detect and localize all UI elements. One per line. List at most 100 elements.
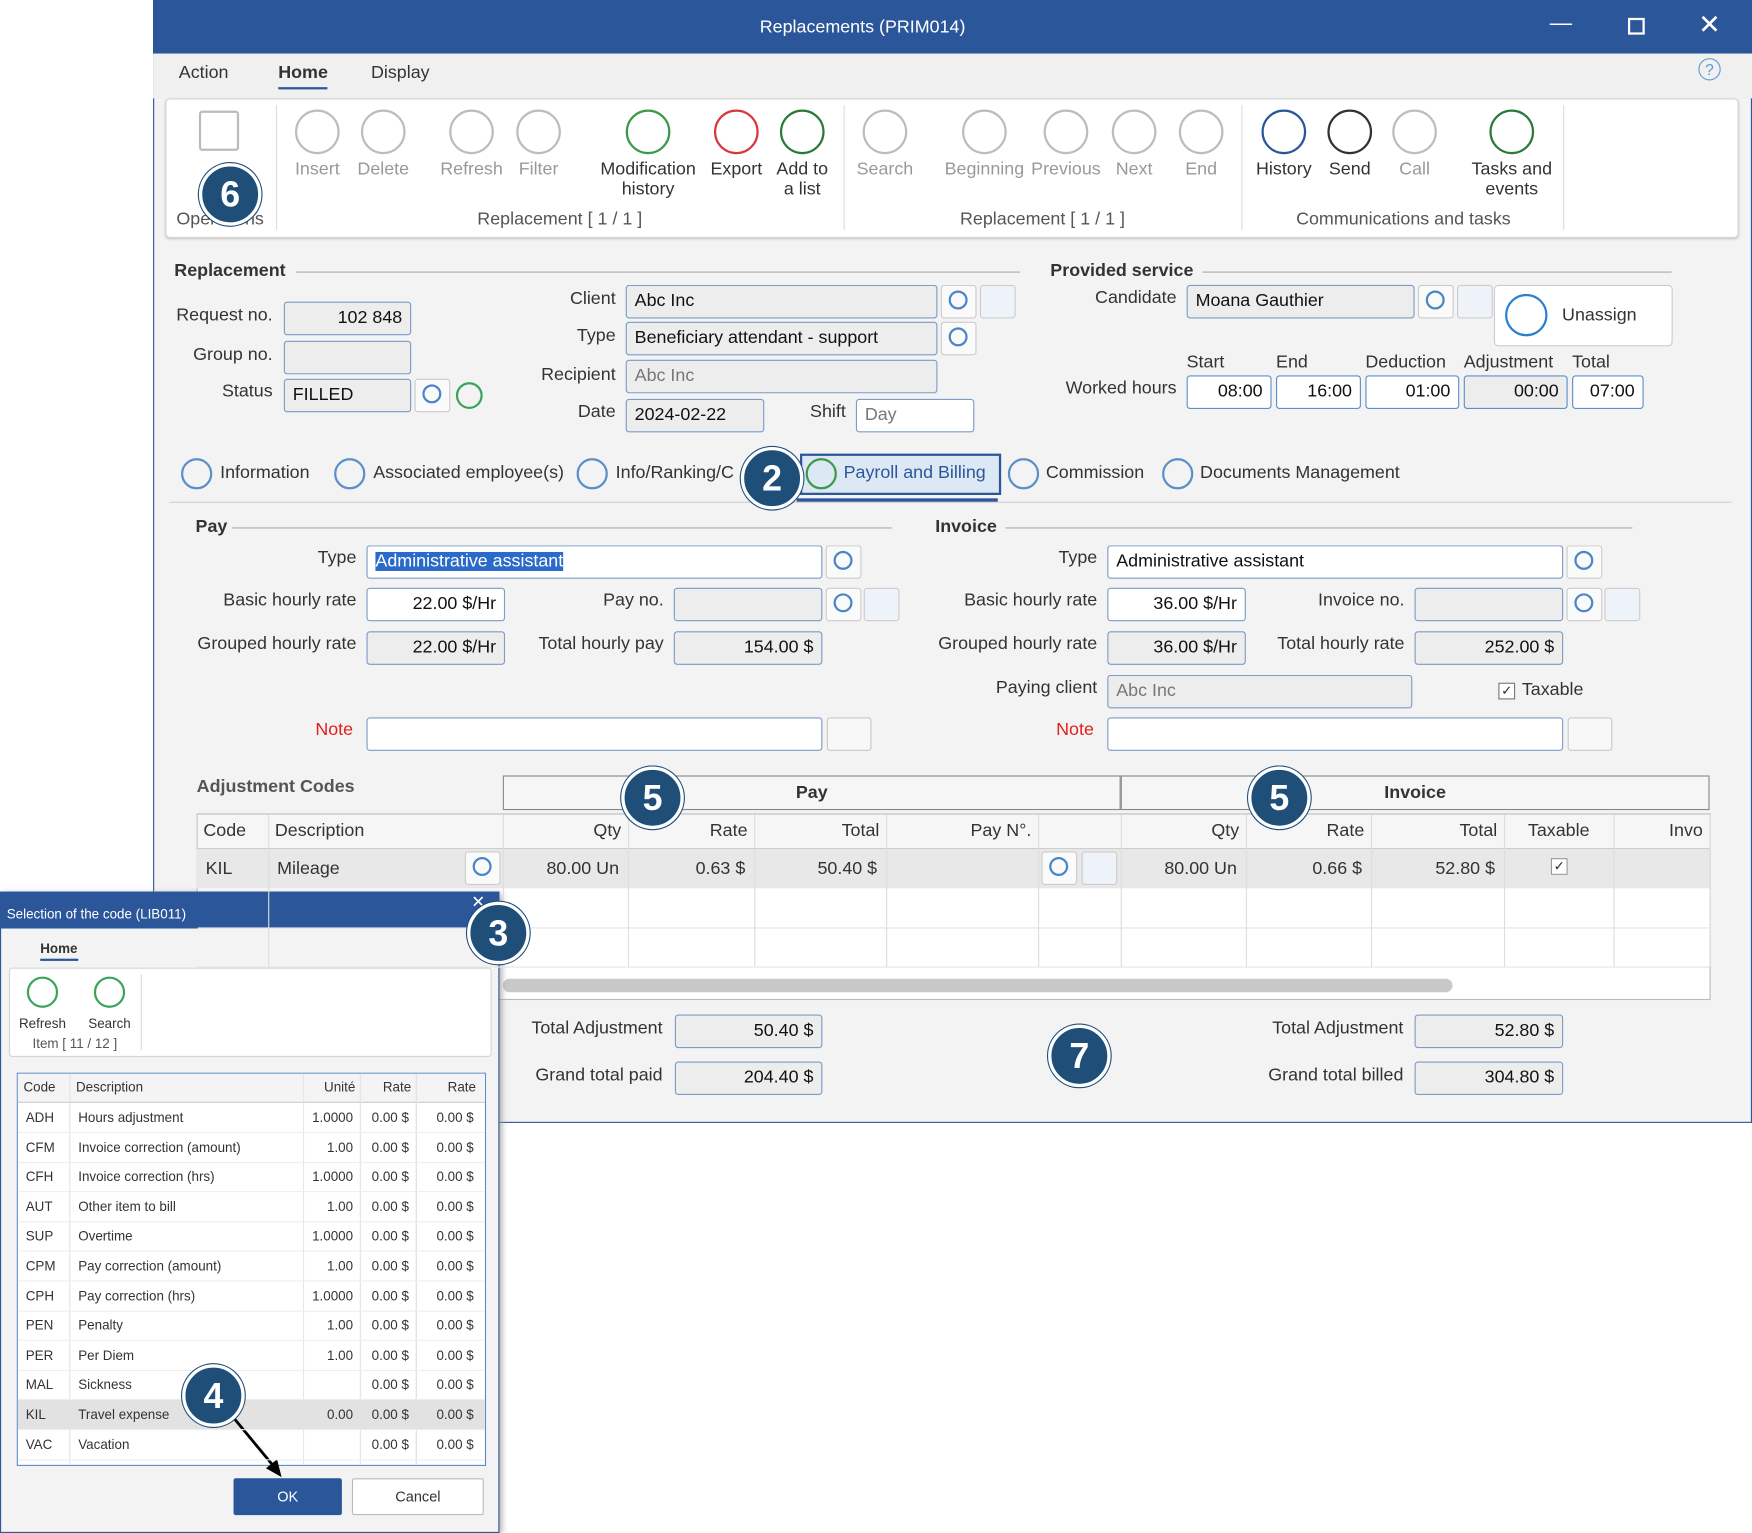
- grand-total-paid[interactable]: 204.40 $: [674, 1061, 823, 1096]
- tab[interactable]: Payroll and Billing: [843, 463, 986, 483]
- date[interactable]: 2024-02-22: [625, 398, 765, 433]
- shift[interactable]: Day: [855, 398, 975, 433]
- ribbon-button[interactable]: Next: [1115, 159, 1153, 179]
- card-button[interactable]: [863, 587, 900, 622]
- lookup-icon: [422, 384, 442, 404]
- status[interactable]: FILLED: [283, 378, 412, 413]
- worked-hours[interactable]: 01:00: [1365, 375, 1460, 409]
- card-button[interactable]: [1081, 851, 1118, 885]
- grid-column-header: Code: [203, 821, 247, 841]
- label: Grouped hourly rate: [938, 634, 1098, 654]
- tab[interactable]: Info/Ranking/C: [615, 463, 734, 483]
- ribbon-button[interactable]: Tasks and events: [1471, 159, 1553, 199]
- worked-hours[interactable]: 00:00: [1463, 375, 1568, 409]
- pay-basic-rate[interactable]: 22.00 $/Hr: [366, 587, 506, 622]
- label: Invoice no.: [1318, 591, 1405, 611]
- card-button[interactable]: [1457, 284, 1493, 319]
- dialog-cell: 0.00 $: [371, 1258, 409, 1274]
- ribbon-button[interactable]: Export: [710, 159, 763, 179]
- worked-hours[interactable]: 07:00: [1572, 375, 1644, 409]
- menu-item[interactable]: Home: [278, 63, 328, 83]
- pay-no[interactable]: [673, 587, 823, 622]
- worked-hours[interactable]: 08:00: [1186, 375, 1272, 409]
- cancel-button[interactable]: Cancel: [351, 1478, 484, 1516]
- tab[interactable]: Documents Management: [1200, 463, 1400, 483]
- edit-button[interactable]: [826, 717, 872, 751]
- tab[interactable]: Information: [220, 463, 310, 483]
- ribbon-separator: [1563, 105, 1565, 231]
- tab[interactable]: Commission: [1045, 463, 1145, 483]
- close[interactable]: ✕: [1698, 10, 1721, 41]
- dialog-cell: 1.0000: [312, 1109, 354, 1126]
- invoice-no[interactable]: [1414, 587, 1564, 622]
- paying-client[interactable]: Abc Inc: [1107, 674, 1413, 709]
- recipient[interactable]: Abc Inc: [625, 359, 938, 394]
- candidate[interactable]: Moana Gauthier: [1186, 284, 1415, 319]
- dialog-selected-row: [17, 1398, 485, 1430]
- label: Worked hours: [1065, 378, 1177, 398]
- menu-item[interactable]: Display: [370, 63, 430, 83]
- dialog-cell: 0.00 $: [371, 1406, 409, 1423]
- grid-cell: 52.80 $: [1435, 859, 1496, 879]
- pay-total[interactable]: 154.00 $: [673, 631, 823, 665]
- dialog-ribbon-button[interactable]: Refresh: [18, 1015, 66, 1032]
- type[interactable]: Beneficiary attendant - support: [625, 321, 938, 356]
- minimize[interactable]: —: [1549, 11, 1573, 36]
- invoice-note[interactable]: [1107, 717, 1564, 751]
- dialog-column-header: Description: [75, 1079, 144, 1096]
- tab[interactable]: Associated employee(s): [373, 463, 564, 483]
- pay-note[interactable]: [366, 717, 823, 751]
- label: Recipient: [541, 365, 616, 385]
- grand-total-billed[interactable]: 304.80 $: [1414, 1061, 1564, 1096]
- tab-divider: [169, 501, 1732, 503]
- dialog-row-line: [17, 1131, 485, 1133]
- ribbon-button[interactable]: Modification history: [600, 159, 696, 199]
- group-no[interactable]: [283, 340, 412, 375]
- invoice-basic-rate[interactable]: 36.00 $/Hr: [1107, 587, 1246, 622]
- card-button[interactable]: [979, 284, 1016, 319]
- maximize[interactable]: [1627, 17, 1645, 35]
- dialog-cell: 1.00: [326, 1347, 354, 1363]
- pay-type[interactable]: Administrative assistant: [366, 545, 823, 579]
- pay-grouped-rate[interactable]: 22.00 $/Hr: [366, 631, 506, 665]
- menu-item[interactable]: Action: [178, 63, 229, 83]
- ribbon-button[interactable]: Call: [1399, 159, 1430, 179]
- ribbon-button[interactable]: Add to a list: [776, 159, 829, 199]
- invoice-grouped-rate[interactable]: 36.00 $/Hr: [1107, 631, 1246, 665]
- ribbon-button[interactable]: End: [1185, 159, 1218, 179]
- lookup-button[interactable]: [825, 587, 862, 622]
- ribbon-button[interactable]: Search: [856, 159, 914, 179]
- section-rule: [232, 527, 892, 529]
- dialog-cell: Sickness: [78, 1377, 132, 1393]
- checkbox[interactable]: ✓: [1498, 682, 1516, 700]
- card-button[interactable]: [1604, 587, 1641, 622]
- dialog-row-line: [17, 1310, 485, 1312]
- ribbon-button[interactable]: Insert: [294, 159, 340, 179]
- total-adjustment-invoice[interactable]: 52.80 $: [1414, 1014, 1564, 1049]
- help[interactable]: ?: [1698, 58, 1721, 81]
- ribbon-icon: [1178, 109, 1224, 155]
- total-adjustment-pay[interactable]: 50.40 $: [674, 1014, 823, 1049]
- ribbon-button[interactable]: Beginning: [944, 159, 1025, 179]
- section-rule: [1005, 527, 1633, 529]
- ribbon-button[interactable]: Refresh: [440, 159, 503, 179]
- invoice-total[interactable]: 252.00 $: [1414, 631, 1564, 665]
- dialog-title-bar: [0, 891, 500, 929]
- request-no[interactable]: 102 848: [283, 301, 412, 336]
- ribbon-button[interactable]: Filter: [518, 159, 559, 179]
- ribbon-button[interactable]: Previous: [1031, 159, 1101, 179]
- checkbox[interactable]: ✓: [1550, 858, 1568, 875]
- dialog-column-header: Unité: [324, 1079, 356, 1096]
- dialog-ribbon-button[interactable]: Search: [88, 1015, 131, 1032]
- worked-hours[interactable]: 16:00: [1276, 375, 1361, 409]
- invoice-type[interactable]: Administrative assistant: [1107, 545, 1564, 579]
- client[interactable]: Abc Inc: [625, 284, 938, 319]
- ribbon-button[interactable]: History: [1256, 159, 1312, 179]
- ribbon-button[interactable]: Delete: [357, 159, 410, 179]
- ribbon-button[interactable]: Send: [1328, 159, 1371, 179]
- scrollbar[interactable]: [502, 978, 1453, 993]
- ok-button[interactable]: OK: [233, 1478, 342, 1516]
- ribbon-icon: [449, 109, 494, 155]
- dialog-cell: Invoice correction (amount): [78, 1139, 241, 1155]
- edit-button[interactable]: [1567, 717, 1613, 751]
